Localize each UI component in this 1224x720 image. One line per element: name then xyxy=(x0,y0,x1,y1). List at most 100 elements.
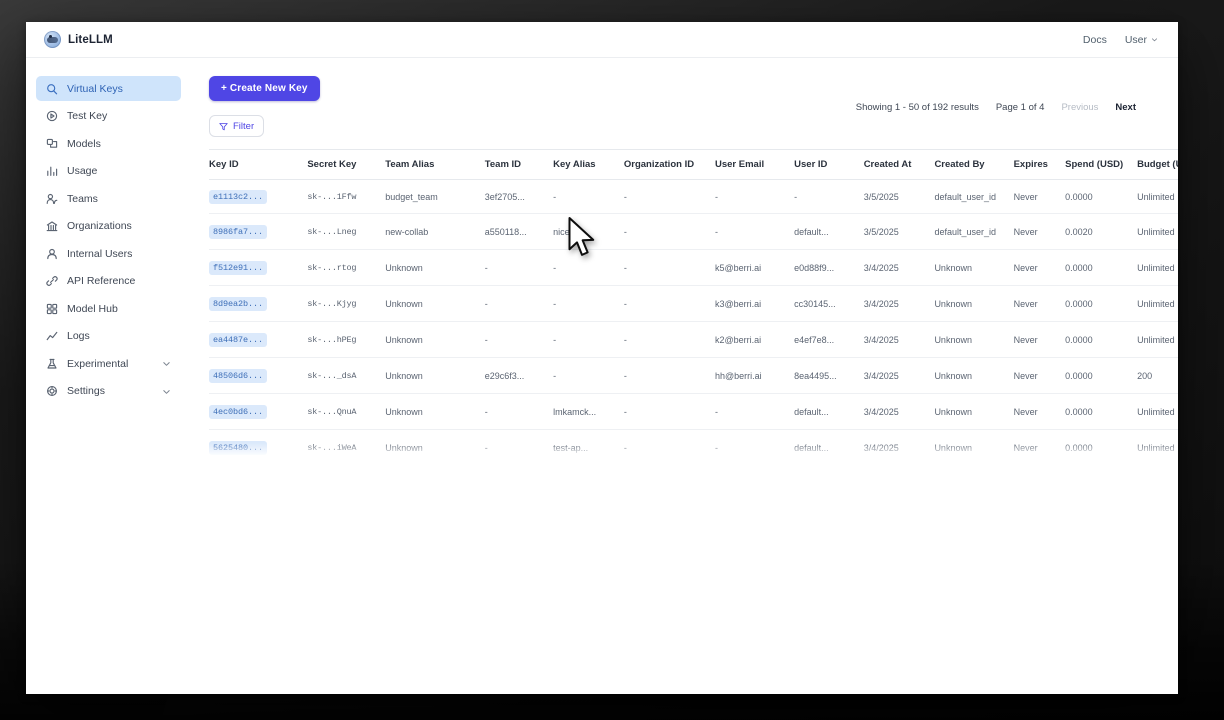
virtual-keys-table-container[interactable]: Key ID Secret Key Team Alias Team ID Key Ali… xyxy=(209,149,1178,459)
chevron-down-icon xyxy=(1152,38,1157,42)
cell-user-email: k3@berri.ai xyxy=(715,285,795,322)
cell-user-email: k2@berri.ai xyxy=(715,321,795,358)
cell-secret-key: sk-...iWeA xyxy=(307,429,386,459)
sidebar-item-organizations[interactable]: Organizations xyxy=(36,214,181,239)
sidebar-item-teams[interactable]: Teams xyxy=(36,186,181,211)
column-header-team-alias[interactable]: Team Alias xyxy=(385,150,485,180)
column-header-user-email[interactable]: User Email xyxy=(715,150,795,180)
cell-user-email: k5@berri.ai xyxy=(715,249,795,286)
column-header-spend-usd[interactable]: Spend (USD) xyxy=(1065,150,1138,180)
table-row[interactable]: 5625480... sk-...iWeA Unknown - test-ap... - -… xyxy=(209,429,1178,459)
cell-key-alias: - xyxy=(553,249,624,286)
sidebar-item-usage[interactable]: Usage xyxy=(36,159,181,184)
cell-key-id: e1113c2... xyxy=(209,179,308,214)
sidebar-item-logs[interactable]: Logs xyxy=(36,324,181,349)
key-id-chip[interactable]: 48506d6... xyxy=(209,368,268,383)
sidebar-item-settings[interactable]: Settings xyxy=(36,379,181,404)
sidebar: Virtual Keys Test Key Models Usage Teams Orga… xyxy=(26,58,191,694)
cell-spend: 0.0000 xyxy=(1065,249,1138,286)
key-id-chip[interactable]: 4ec0bd6... xyxy=(209,404,268,419)
cell-team-id: 3ef2705... xyxy=(484,179,554,214)
results-count: Showing 1 - 50 of 192 results xyxy=(855,102,979,113)
cell-expires: Never xyxy=(1013,213,1066,250)
column-header-secret-key[interactable]: Secret Key xyxy=(307,150,386,180)
key-id-chip[interactable]: 8d9ea2b... xyxy=(209,296,268,311)
table-row[interactable]: 48506d6... sk-..._dsA Unknown e29c6f3... - - h… xyxy=(209,357,1178,394)
key-id-chip[interactable]: ea4487e... xyxy=(209,332,268,347)
cell-expires: Never xyxy=(1013,357,1066,394)
cell-team-id: - xyxy=(484,393,554,430)
column-header-budget-usd[interactable]: Budget (USD) xyxy=(1137,150,1178,180)
column-header-created-by[interactable]: Created By xyxy=(934,150,1014,180)
cell-secret-key: sk-...rtog xyxy=(307,249,386,286)
sidebar-item-label: Settings xyxy=(67,385,105,397)
cell-key-id: 4ec0bd6... xyxy=(209,393,308,430)
main-toolbar: + Create New Key Filter xyxy=(191,76,1178,137)
sidebar-item-model-hub[interactable]: Model Hub xyxy=(36,296,181,321)
column-header-expires[interactable]: Expires xyxy=(1013,150,1066,180)
sidebar-item-label: Virtual Keys xyxy=(67,82,123,95)
create-new-key-button[interactable]: + Create New Key xyxy=(209,76,320,101)
filter-button[interactable]: Filter xyxy=(209,115,265,137)
cell-secret-key: sk-...hPEg xyxy=(307,321,386,358)
cell-user-email: - xyxy=(715,393,795,430)
key-id-chip[interactable]: e1113c2... xyxy=(209,189,268,204)
cell-user-email: - xyxy=(715,213,795,250)
cell-created-by: Unknown xyxy=(934,357,1014,394)
cell-user-id: e0d88f9... xyxy=(794,249,864,286)
sidebar-item-test-key[interactable]: Test Key xyxy=(36,104,181,129)
table-row[interactable]: ea4487e... sk-...hPEg Unknown - - - k2@berri.a… xyxy=(209,321,1178,358)
user-menu[interactable]: User xyxy=(1125,34,1158,46)
table-row[interactable]: 8986fa7... sk-...Lneg new-collab a550118...… xyxy=(209,213,1178,250)
sidebar-item-label: Test Key xyxy=(67,110,108,122)
sidebar-item-api-reference[interactable]: API Reference xyxy=(36,269,181,294)
next-page-button[interactable]: Next xyxy=(1115,102,1136,113)
table-row[interactable]: f512e91... sk-...rtog Unknown - - - k5@berri.a… xyxy=(209,249,1178,286)
table-row[interactable]: e1113c2... sk-...1Ffw budget_team 3ef2705..… xyxy=(209,179,1178,214)
sidebar-item-label: Experimental xyxy=(67,357,129,370)
table-row[interactable]: 4ec0bd6... sk-...QnuA Unknown - lmkamck... - -… xyxy=(209,393,1178,430)
chevron-down-icon xyxy=(163,389,170,394)
column-header-key-id[interactable]: Key ID xyxy=(209,150,308,180)
line-chart-icon xyxy=(46,330,58,342)
cell-secret-key: sk-...Lneg xyxy=(307,213,386,250)
key-id-chip[interactable]: 5625480... xyxy=(209,440,268,455)
sidebar-item-virtual-keys[interactable]: Virtual Keys xyxy=(36,76,181,101)
column-header-team-id[interactable]: Team ID xyxy=(484,150,554,180)
brand[interactable]: LiteLLM xyxy=(44,31,113,48)
virtual-keys-table: Key ID Secret Key Team Alias Team ID Key Ali… xyxy=(209,150,1178,459)
cell-spend: 0.0000 xyxy=(1065,393,1138,430)
cell-created-at: 3/4/2025 xyxy=(863,393,935,430)
chevron-down-icon xyxy=(163,362,170,366)
column-header-organization-id[interactable]: Organization ID xyxy=(623,150,715,180)
sidebar-item-label: Models xyxy=(67,137,101,150)
sidebar-item-internal-users[interactable]: Internal Users xyxy=(36,241,181,266)
cell-created-by: Unknown xyxy=(934,429,1014,459)
cell-secret-key: sk-...1Ffw xyxy=(307,179,386,214)
table-row[interactable]: 8d9ea2b... sk-...Kjyg Unknown - - - k3@berri.a… xyxy=(209,285,1178,322)
table-header: Key ID Secret Key Team Alias Team ID Key Ali… xyxy=(209,150,1178,180)
cell-budget: Unlimited xyxy=(1137,285,1178,322)
cell-budget: Unlimited xyxy=(1137,321,1178,358)
key-id-chip[interactable]: f512e91... xyxy=(209,260,268,275)
cell-created-at: 3/4/2025 xyxy=(863,357,935,394)
layers-icon xyxy=(46,138,58,150)
cell-key-id: 48506d6... xyxy=(209,357,308,394)
app-shell: Virtual Keys Test Key Models Usage Teams Orga… xyxy=(26,58,1178,694)
column-header-key-alias[interactable]: Key Alias xyxy=(553,150,624,180)
cell-expires: Never xyxy=(1013,393,1066,430)
search-icon xyxy=(46,83,58,95)
previous-page-button[interactable]: Previous xyxy=(1061,102,1099,113)
cell-created-at: 3/4/2025 xyxy=(863,429,935,459)
key-id-chip[interactable]: 8986fa7... xyxy=(209,224,268,239)
docs-link[interactable]: Docs xyxy=(1082,33,1107,46)
cell-spend: 0.0000 xyxy=(1065,179,1138,214)
cell-created-at: 3/4/2025 xyxy=(863,285,935,322)
sidebar-item-experimental[interactable]: Experimental xyxy=(36,351,181,376)
column-header-user-id[interactable]: User ID xyxy=(794,150,864,180)
cell-team-id: e29c6f3... xyxy=(484,357,554,394)
column-header-created-at[interactable]: Created At xyxy=(863,150,935,180)
cell-spend: 0.0000 xyxy=(1065,285,1138,322)
sidebar-item-label: Teams xyxy=(67,192,98,205)
sidebar-item-models[interactable]: Models xyxy=(36,131,181,156)
